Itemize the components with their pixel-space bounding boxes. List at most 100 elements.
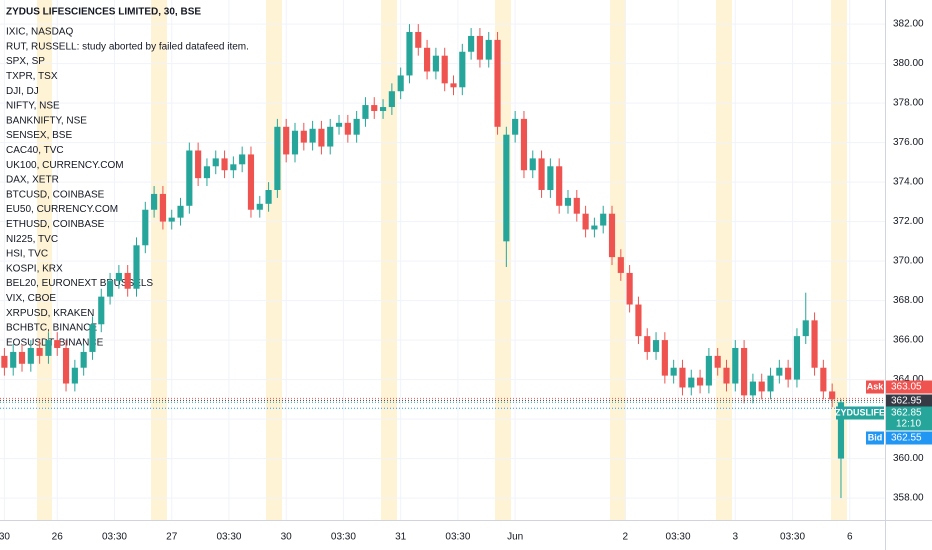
candle-body [424,47,431,72]
candle-body [476,35,484,60]
candle-body [661,340,668,376]
x-tick-label: 31 [395,532,407,543]
candle-body [732,347,739,384]
candle-body [353,118,360,135]
candle-body [741,347,748,396]
candle-body [459,51,466,88]
candle-body [397,75,404,92]
candle-body [371,105,378,111]
legend-item: RUT, RUSSELL: study aborted by failed da… [6,41,249,52]
candle-body [837,402,845,459]
candle-body [626,272,633,305]
y-tick-label: 358.00 [893,493,924,504]
candle-body [256,203,263,210]
candle-body [159,193,166,222]
candle-body [327,126,334,147]
y-tick-label: 380.00 [893,58,924,69]
candle-body [344,122,351,135]
legend-item: CAC40, TVC [6,145,64,156]
y-tick-label: 370.00 [893,256,924,267]
session-band [381,0,397,520]
legend-item: IXIC, NASDAQ [6,27,73,38]
y-tick-label: 360.00 [893,453,924,464]
session-band [266,0,282,520]
candle-body [635,304,642,337]
legend-item: XRPUSD, KRAKEN [6,308,94,319]
candle-body [793,336,801,380]
candle-body [670,367,677,376]
candle-body [785,367,792,380]
x-tick-label: 30 [281,532,293,543]
x-tick-label: 26 [52,532,64,543]
price-tag [886,406,932,431]
session-band [831,0,847,520]
x-tick-label: 30 [0,532,10,543]
candle-body [300,130,307,143]
price-tag [886,431,932,445]
candle-body [705,355,712,386]
candle-body [335,122,343,127]
candle-body [221,158,228,171]
candle-body [291,130,299,155]
legend-item: VIX, CBOE [6,293,56,304]
candle-body [829,391,836,400]
grid [0,0,885,520]
candle-body [512,118,519,135]
candle-body [10,351,17,368]
candle-body [415,31,422,48]
candle-body [494,39,501,127]
candle-body [485,39,492,60]
candle-body [212,158,219,167]
session-band [495,0,511,520]
legend-item: BTCUSD, COINBASE [6,189,105,200]
price-tag-value: 362.85 [891,408,922,419]
candle-body [203,166,211,179]
candle-body [679,367,686,388]
price-tag [886,394,932,408]
price-tag [886,380,932,394]
candle-body [195,150,202,179]
legend-item: SPX, SP [6,56,45,67]
legend-item: SENSEX, BSE [6,130,72,141]
candle-body [124,272,131,289]
candle-body [573,197,580,214]
candle-body [441,55,448,84]
candle-body [80,351,87,368]
candle-body [776,367,783,376]
price-tag-name-box [836,406,884,420]
y-tick-label: 376.00 [893,137,924,148]
candle-body [450,83,457,88]
candle-body [767,375,774,392]
candle-body [133,245,140,289]
legend-item: TXPR, TSX [6,71,58,82]
x-tick-label: 2 [622,532,628,543]
candle-body [529,158,536,171]
candle-body [644,336,651,352]
candle-body [564,197,572,206]
price-tag-name: ZYDUSLIFE [835,407,885,417]
candle-body [318,128,325,147]
chart-title: ZYDUS LIFESCIENCES LIMITED, 30, BSE [6,7,201,18]
candle-body [688,377,695,388]
price-tag-name: Ask [867,381,885,391]
candle-body [54,340,61,348]
x-tick-label: 03:30 [102,532,127,543]
y-tick-label: 382.00 [893,19,924,30]
candle-body [802,320,809,337]
legend-item: EU50, CURRENCY.COM [6,204,118,215]
candle-body [115,272,122,281]
candle-body [608,213,616,258]
legend-item: HSI, TVC [6,249,48,260]
price-tag-value: 362.95 [891,396,922,407]
candle-body [617,257,624,273]
candle-body [556,166,563,206]
x-tick-label: 03:30 [216,532,241,543]
y-tick-label: 368.00 [893,295,924,306]
candle-body [62,347,70,384]
candle-body [811,320,818,368]
candle-body [820,367,827,392]
candle-body [379,107,387,111]
candle-body [652,340,660,352]
price-tag-value: 362.55 [891,433,922,444]
legend-item: NI225, TVC [6,234,58,245]
